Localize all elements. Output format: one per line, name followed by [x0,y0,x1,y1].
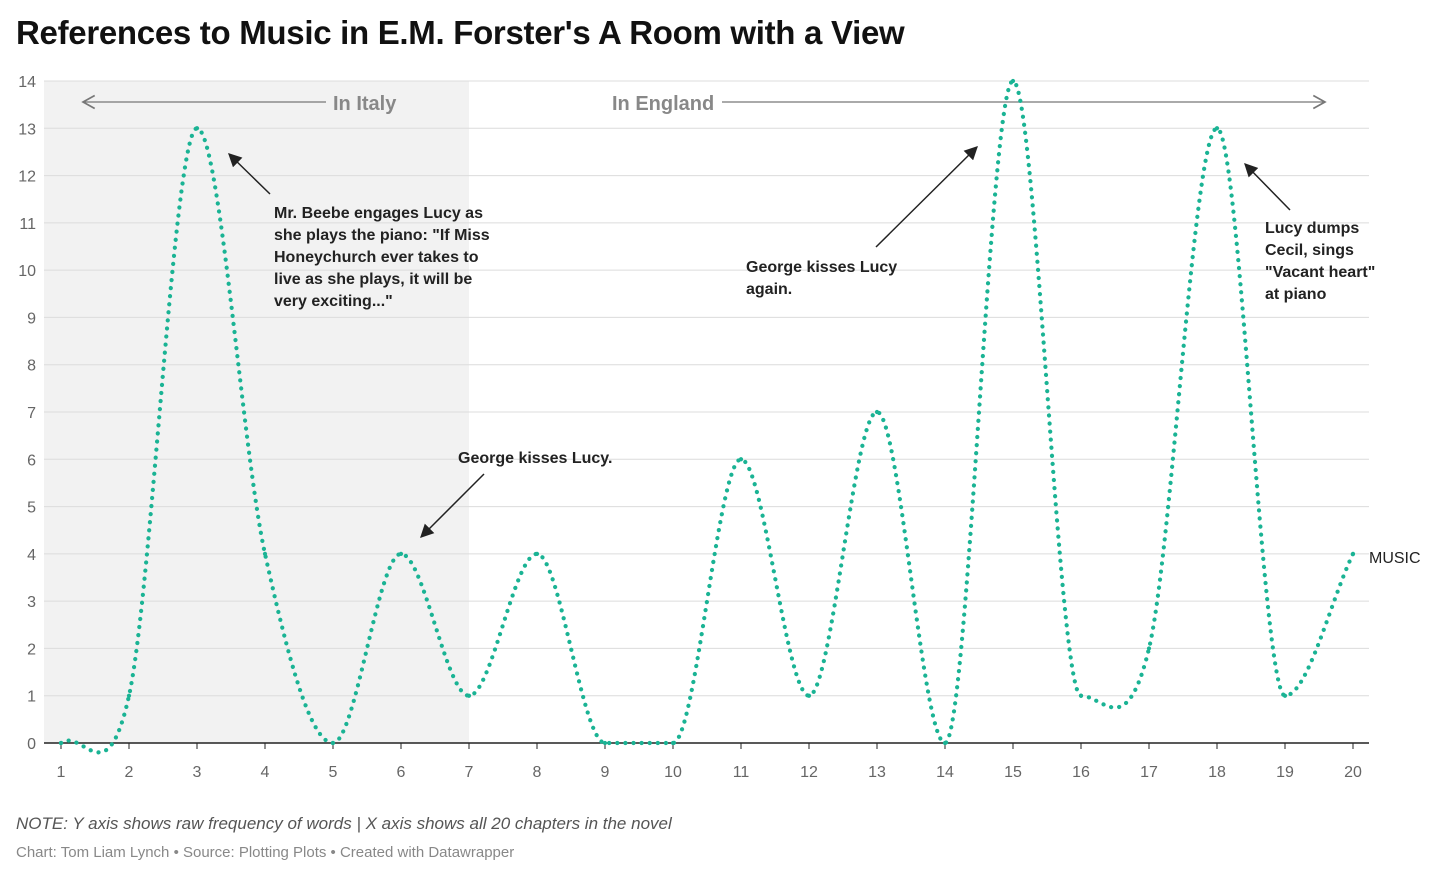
annotation-text: Lucy dumps Cecil, sings "Vacant heart" a… [1265,220,1380,303]
data-point [738,457,744,462]
y-tick-label: 9 [27,310,36,327]
annotation-chapter-3: Mr. Beebe engages Lucy as she plays the … [274,205,494,310]
x-tick-label: 19 [1276,764,1294,781]
x-tick-label: 20 [1344,764,1362,781]
y-tick-label: 5 [27,500,36,517]
annotation-text: Mr. Beebe engages Lucy as she plays the … [274,205,494,310]
annotation-arrow-chapter-6 [420,473,485,538]
y-tick-label: 4 [27,547,36,564]
chart-note: NOTE: Y axis shows raw frequency of word… [16,814,672,833]
y-tick-label: 10 [18,263,36,280]
series-label-music: MUSIC [1369,550,1421,567]
data-point [58,740,64,746]
data-point [466,693,472,698]
x-tick-label: 12 [800,764,818,781]
annotation-chapter-18: Lucy dumps Cecil, sings "Vacant heart" a… [1265,220,1380,303]
y-tick-label: 7 [27,405,36,422]
x-tick-label: 9 [601,764,610,781]
y-tick-label: 11 [19,216,36,233]
region-label-england: In England [612,93,714,115]
music-series-line [58,78,1356,755]
data-point [874,409,880,415]
annotation-arrow-chapter-15 [875,146,978,248]
x-tick-label: 4 [261,764,270,781]
annotation-chapter-6: George kisses Lucy. [458,450,612,467]
data-point [602,740,608,746]
x-tick-label: 14 [936,764,954,781]
x-tick-label: 7 [465,764,474,781]
data-point [398,551,404,556]
data-point [1214,126,1220,131]
y-tick-label: 8 [27,358,36,375]
x-tick-label: 1 [57,764,66,781]
y-tick-label: 2 [27,641,36,658]
data-point [670,740,676,746]
x-tick-label: 5 [329,764,338,781]
annotation-arrow-chapter-18 [1244,163,1291,211]
x-tick-label: 11 [733,764,750,781]
annotation-text: George kisses Lucy again. [746,259,902,298]
annotation-arrow-chapter-3 [228,153,271,195]
chart-credit: Chart: Tom Liam Lynch • Source: Plotting… [16,844,515,861]
y-tick-label: 13 [18,121,36,138]
data-point [942,740,948,746]
x-tick-label: 3 [193,764,202,781]
data-point [1078,693,1084,698]
data-point [1010,78,1016,84]
data-point [126,693,132,698]
y-tick-label: 3 [27,594,36,611]
y-tick-label: 0 [27,736,36,753]
annotation-chapter-15: George kisses Lucy again. [746,259,902,298]
data-point [534,551,540,556]
x-tick-label: 8 [533,764,542,781]
data-point [262,551,268,556]
x-tick-label: 16 [1072,764,1090,781]
x-tick-label: 15 [1004,764,1022,781]
x-tick-label: 17 [1140,764,1158,781]
data-point [194,126,200,131]
y-tick-label: 1 [27,689,36,706]
data-point [330,740,336,746]
chart-title: References to Music in E.M. Forster's A … [16,14,905,51]
data-point [1146,646,1152,651]
x-tick-label: 13 [868,764,886,781]
y-tick-label: 6 [27,452,36,469]
x-tick-label: 18 [1208,764,1226,781]
data-point [1350,551,1356,556]
x-tick-label: 2 [125,764,134,781]
x-tick-label: 10 [664,764,682,781]
x-tick-label: 6 [397,764,406,781]
data-point [806,693,812,698]
region-label-italy: In Italy [333,93,397,115]
y-tick-label: 12 [18,169,36,186]
y-tick-label: 14 [18,74,36,91]
data-point [1282,693,1288,698]
